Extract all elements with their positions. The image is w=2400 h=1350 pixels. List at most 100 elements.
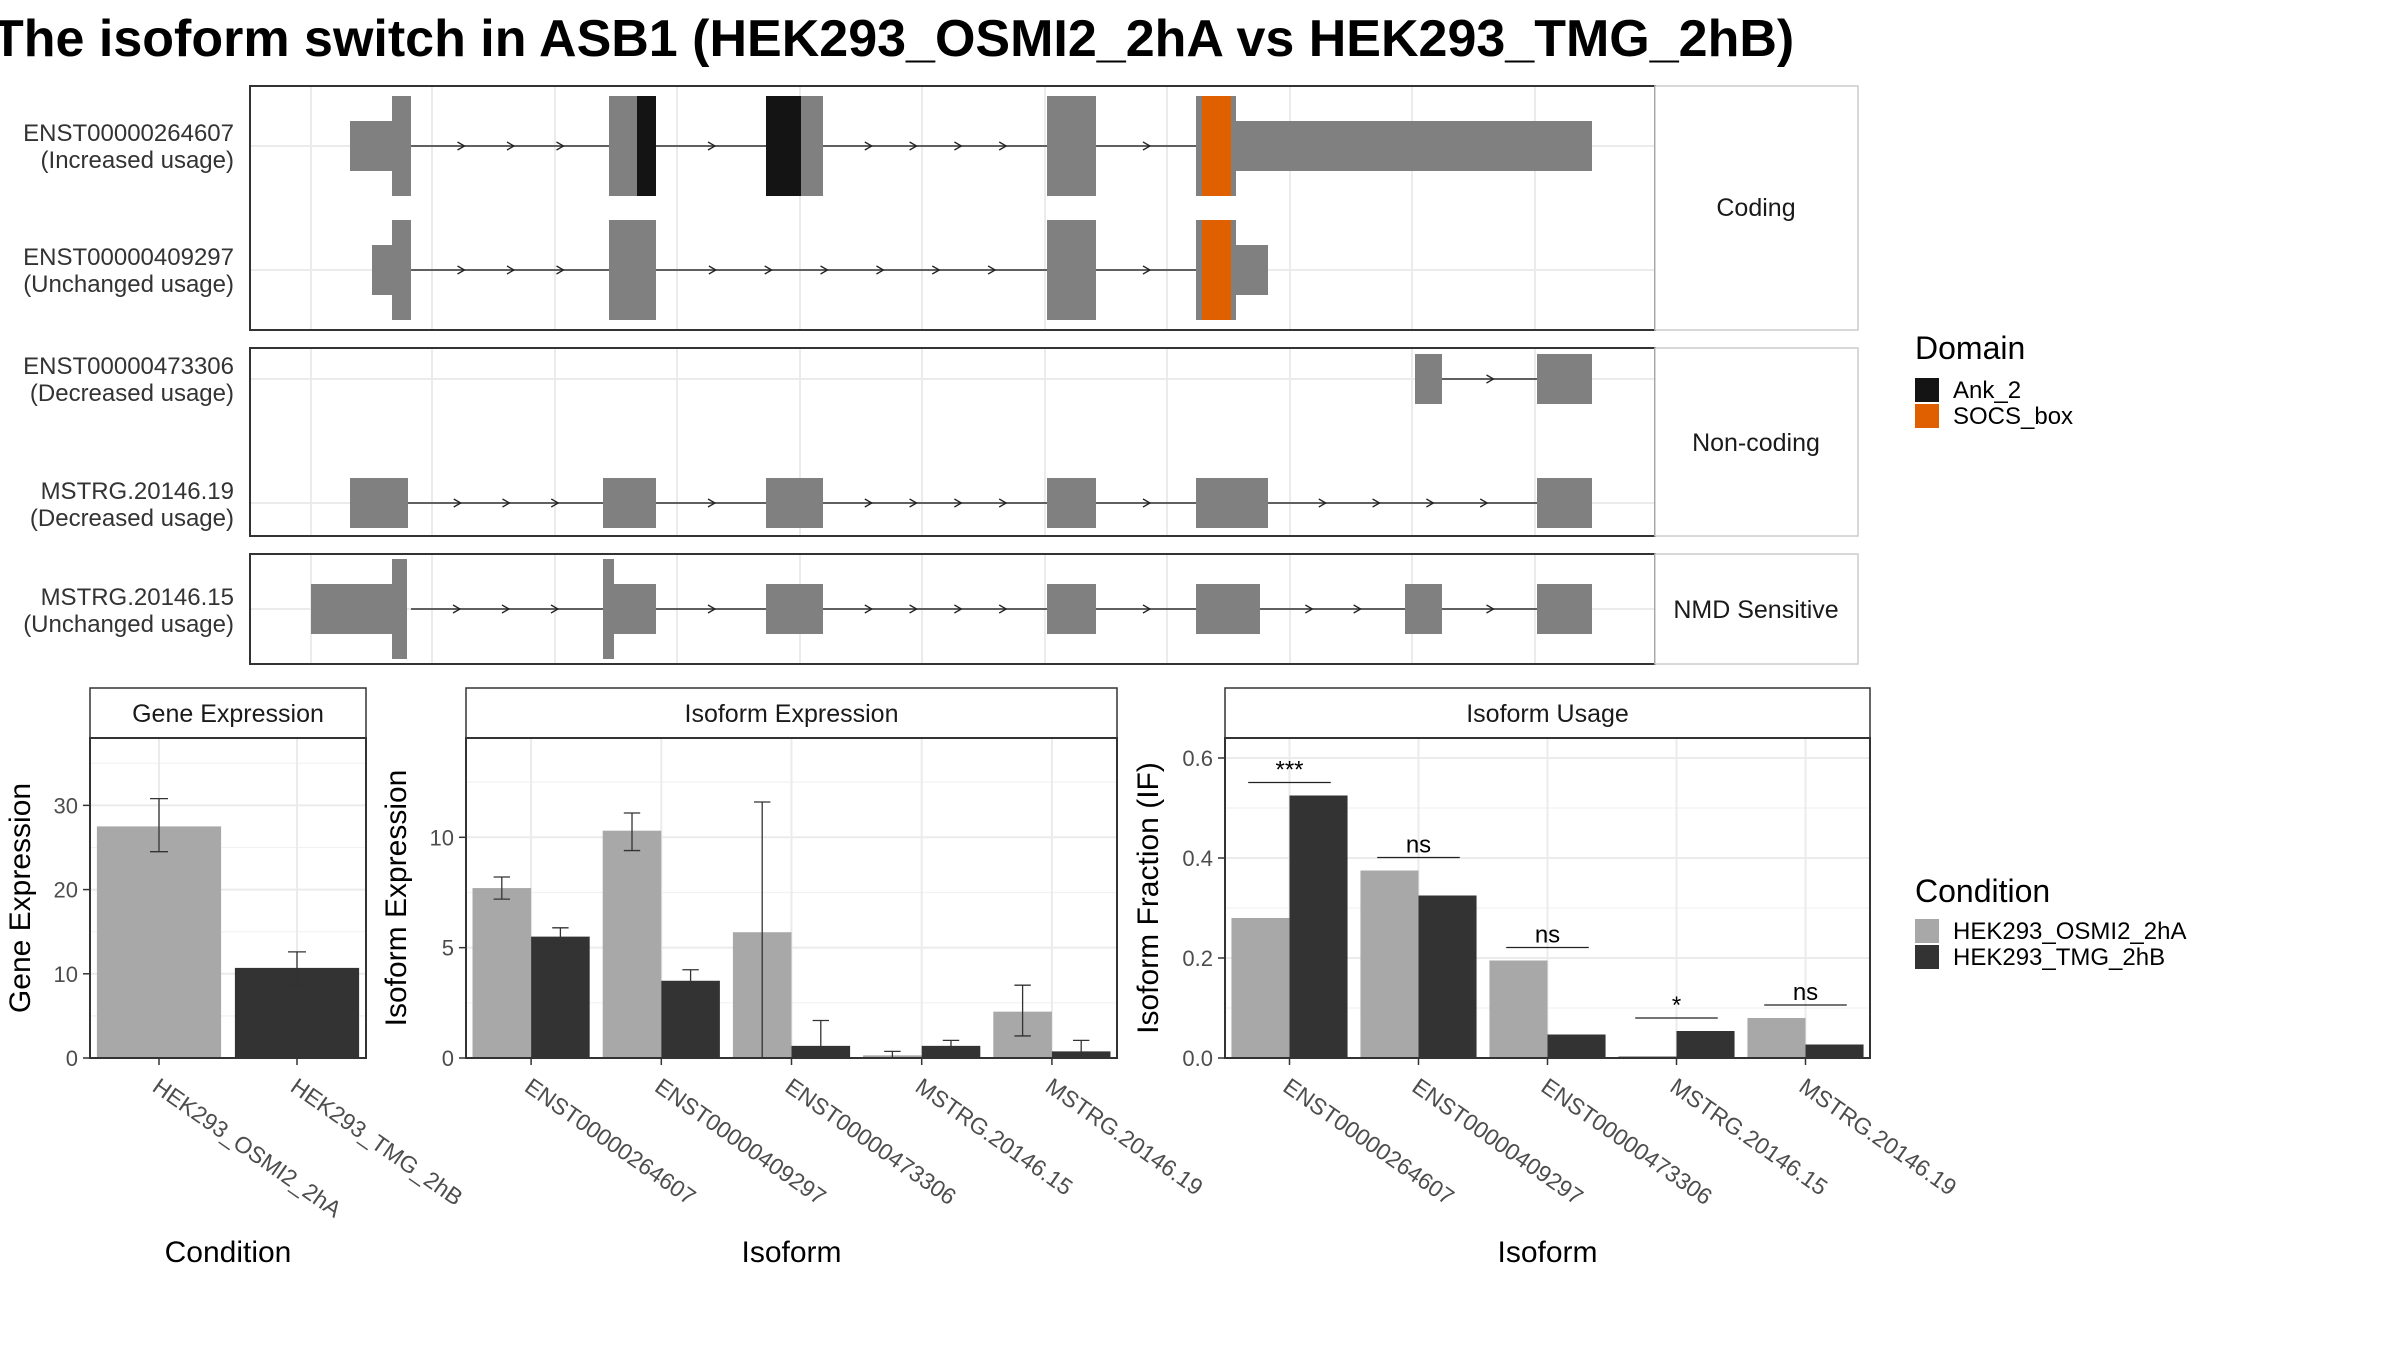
exon: [1196, 220, 1202, 320]
exon: [350, 478, 408, 528]
exon: [372, 245, 392, 295]
transcript-track-MSTRG.20146.15: [311, 559, 1592, 659]
significance-label: ns: [1793, 979, 1818, 1006]
y-tick-label: 10: [54, 962, 78, 987]
intron-arrow: [876, 265, 885, 275]
socs-box-domain: [1202, 96, 1231, 196]
intron-arrow: [556, 265, 565, 275]
intron-arrow: [501, 604, 511, 614]
transcript-track-MSTRG.20146.19: [350, 478, 1592, 528]
intron-arrow: [1142, 498, 1152, 508]
transcript-track-ENST00000409297: [372, 220, 1268, 320]
intron-arrow: [998, 604, 1008, 614]
chart-title: Isoform Expression: [685, 700, 899, 728]
exon: [1196, 584, 1260, 634]
bar: [531, 936, 590, 1058]
exon: [1236, 121, 1592, 171]
bar: [1676, 1031, 1735, 1058]
intron-arrow: [453, 498, 463, 508]
x-axis-title: Isoform: [1497, 1236, 1597, 1269]
x-axis-title: Isoform: [741, 1236, 841, 1269]
intron-arrow: [909, 498, 918, 508]
noncoding-panel: [249, 347, 1656, 537]
structure-area: Coding Non-coding NMD Sensitive ENST0000…: [23, 85, 1859, 665]
intron-arrow: [1479, 498, 1489, 508]
exon: [1047, 584, 1096, 634]
facet-strip: [465, 687, 1118, 739]
bar: [96, 826, 222, 1058]
domain-legend: Domain Ank_2 SOCS_box: [1915, 330, 2073, 430]
transcript-id-3: ENST00000473306: [23, 353, 234, 380]
intron-arrow: [998, 141, 1008, 151]
exon: [1415, 354, 1442, 404]
exon: [1231, 220, 1236, 320]
legend-label-cond-b: HEK293_TMG_2hB: [1953, 944, 2165, 971]
intron-arrow: [864, 604, 874, 614]
transcript-id-2: ENST00000409297: [23, 244, 234, 271]
y-tick-label: 30: [54, 793, 78, 818]
bar: [602, 830, 662, 1058]
condition-legend-title: Condition: [1915, 873, 2050, 909]
exon: [801, 96, 823, 196]
legend-key-ank: [1915, 378, 1939, 402]
y-tick-label: 0.2: [1182, 946, 1213, 971]
transcript-usage-4: (Decreased usage): [30, 505, 234, 532]
y-tick-label: 0: [66, 1046, 78, 1071]
intron-arrow: [954, 604, 963, 614]
ank-domain: [766, 96, 801, 196]
bar: [1489, 960, 1548, 1058]
exon: [1405, 584, 1442, 634]
transcript-usage-3: (Decreased usage): [30, 380, 234, 407]
exon: [609, 220, 656, 320]
panel-border: [89, 737, 367, 1059]
exon: [1047, 478, 1096, 528]
facet-strip: [89, 687, 367, 739]
bar: [472, 888, 532, 1058]
facet-label-nmd: NMD Sensitive: [1673, 596, 1838, 624]
transcript-id-5: MSTRG.20146.15: [41, 584, 234, 611]
y-tick-label: 0: [442, 1046, 454, 1071]
chart-title: Gene Expression: [132, 700, 324, 728]
exon: [1196, 478, 1268, 528]
y-tick-label: 0.6: [1182, 746, 1213, 771]
condition-legend: Condition HEK293_OSMI2_2hA HEK293_TMG_2h…: [1915, 873, 2186, 971]
legend-key-socs: [1915, 404, 1939, 428]
intron-arrow: [864, 141, 874, 151]
intron-arrow: [550, 498, 560, 508]
y-tick-label: 0.4: [1182, 846, 1213, 871]
exon: [1236, 245, 1268, 295]
exon: [1231, 96, 1236, 196]
legend-label-ank: Ank_2: [1953, 377, 2021, 404]
y-axis-title: Isoform Fraction (IF): [1132, 762, 1165, 1034]
facet-strip-nmd: [1654, 553, 1859, 665]
facet-label-noncoding: Non-coding: [1692, 429, 1820, 457]
exon: [1537, 354, 1592, 404]
intron-arrow: [506, 141, 516, 151]
transcript-id-4: MSTRG.20146.19: [41, 478, 234, 505]
intron-arrow: [954, 141, 963, 151]
intron-arrow: [987, 265, 997, 275]
intron-arrow: [1353, 604, 1362, 614]
intron-arrow: [708, 265, 718, 275]
y-tick-label: 20: [54, 878, 78, 903]
intron-arrow: [506, 265, 516, 275]
intron-arrow: [931, 265, 941, 275]
exon: [311, 584, 392, 634]
exon: [392, 220, 411, 320]
y-axis-title: Gene Expression: [4, 783, 37, 1013]
intron-arrow: [452, 604, 462, 614]
transcript-track-ENST00000473306: [1415, 354, 1592, 404]
intron-arrow: [1142, 604, 1152, 614]
intron-arrow: [764, 265, 774, 275]
intron-arrow: [502, 498, 511, 508]
transcript-usage-5: (Unchanged usage): [23, 611, 234, 638]
exon: [766, 478, 823, 528]
exon: [1537, 478, 1592, 528]
bar: [661, 980, 720, 1058]
ank-domain: [637, 96, 656, 196]
bar: [1231, 918, 1290, 1058]
facet-label-coding: Coding: [1716, 194, 1795, 222]
intron-arrow: [556, 141, 565, 151]
